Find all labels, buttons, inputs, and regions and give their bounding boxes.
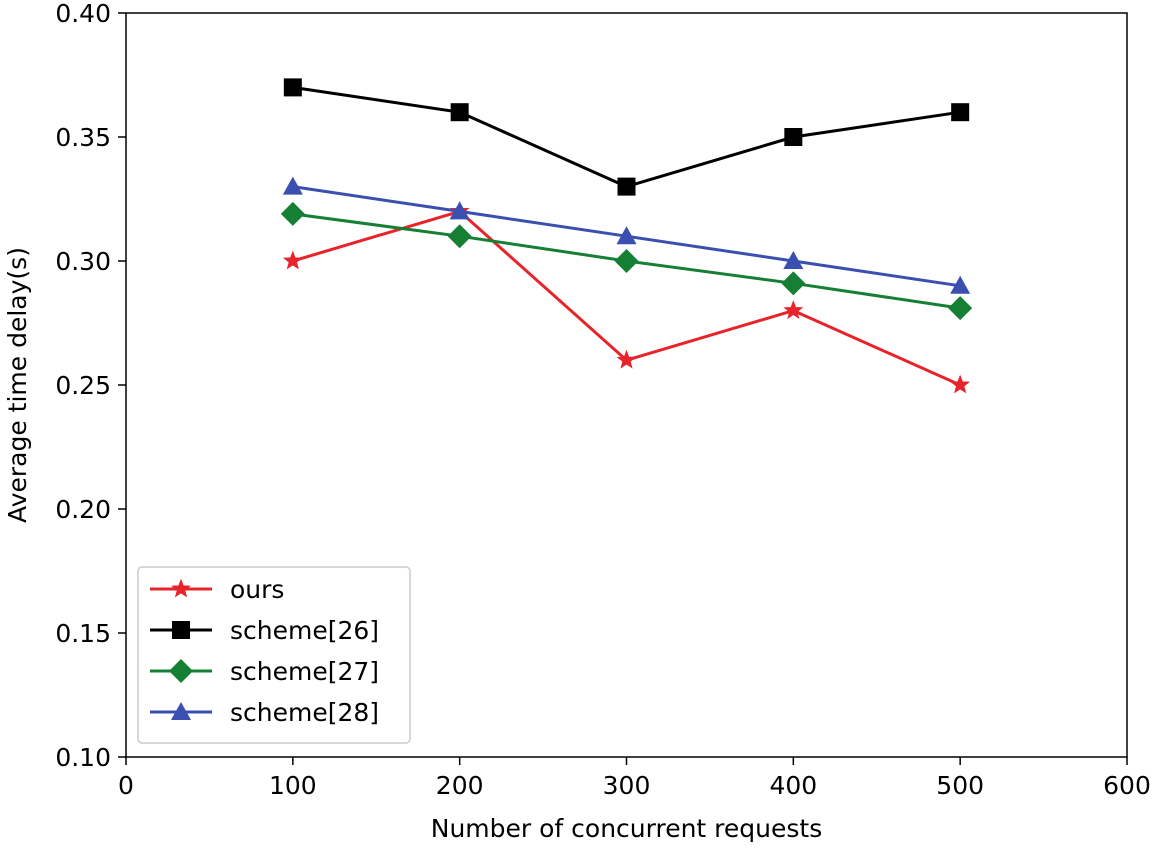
y-tick-label: 0.20 xyxy=(55,495,111,524)
legend-marker-scheme-26 xyxy=(172,621,190,639)
legend: ours scheme[26] scheme[27] scheme[28] xyxy=(137,566,411,744)
x-tick-label: 500 xyxy=(936,771,984,800)
x-tick-label: 200 xyxy=(436,771,484,800)
data-point-scheme-28 xyxy=(616,226,637,245)
y-tick-label: 0.40 xyxy=(55,0,111,28)
data-point-ours xyxy=(950,374,971,394)
legend-label-scheme-27: scheme[27] xyxy=(230,657,379,686)
data-point-scheme-26 xyxy=(784,128,803,146)
x-tick-label: 0 xyxy=(118,771,134,800)
y-axis-title: Average time delay(s) xyxy=(3,247,32,523)
data-point-scheme-27 xyxy=(781,271,806,296)
x-tick-label: 300 xyxy=(603,771,651,800)
data-point-scheme-28 xyxy=(950,275,971,294)
series-line-scheme-26 xyxy=(292,85,961,189)
data-point-scheme-26 xyxy=(283,78,302,97)
x-tick-label: 400 xyxy=(769,771,817,800)
data-point-scheme-27 xyxy=(614,249,639,273)
x-axis-title: Number of concurrent requests xyxy=(431,814,823,843)
data-point-scheme-28 xyxy=(783,251,804,269)
data-point-scheme-28 xyxy=(449,201,470,220)
y-tick-label: 0.10 xyxy=(55,743,111,772)
data-point-scheme-27 xyxy=(948,296,973,321)
y-tick-label: 0.25 xyxy=(55,371,111,400)
data-point-ours xyxy=(282,250,303,270)
data-point-scheme-26 xyxy=(951,103,970,122)
legend-label-scheme-26: scheme[26] xyxy=(230,616,379,645)
data-point-ours xyxy=(783,300,804,320)
legend-marker-ours xyxy=(171,578,191,598)
x-tick-label: 600 xyxy=(1103,771,1151,800)
legend-marker-scheme-28 xyxy=(171,702,191,720)
legend-label-scheme-28: scheme[28] xyxy=(230,698,379,727)
legend-label-ours: ours xyxy=(230,575,284,604)
y-tick-label: 0.30 xyxy=(55,247,111,276)
data-point-scheme-27 xyxy=(280,201,305,226)
legend-marker-scheme-27 xyxy=(169,659,193,683)
data-point-scheme-27 xyxy=(447,224,472,249)
legend-box xyxy=(137,566,411,744)
data-point-scheme-26 xyxy=(617,177,636,196)
data-point-scheme-28 xyxy=(282,176,303,195)
data-point-scheme-26 xyxy=(450,103,469,122)
y-tick-label: 0.35 xyxy=(55,123,111,152)
y-tick-label: 0.15 xyxy=(55,619,111,648)
data-point-ours xyxy=(616,349,637,369)
x-tick-label: 100 xyxy=(269,771,317,800)
